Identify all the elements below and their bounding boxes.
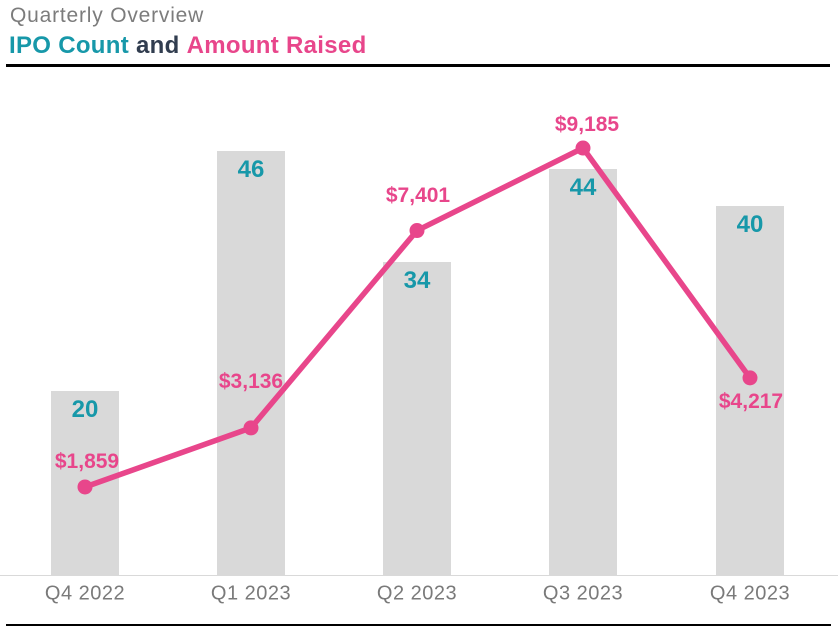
amount-raised-value-label: $4,217: [718, 389, 784, 413]
page-title: Quarterly Overview: [10, 4, 205, 27]
amount-raised-value-label: $7,401: [385, 183, 451, 207]
ipo-count-value-label: 44: [569, 174, 597, 201]
amount-raised-point: [409, 223, 425, 239]
footer-divider-line: [6, 624, 831, 626]
amount-raised-value-label: $3,136: [218, 369, 284, 393]
ipo-count-bar: [383, 261, 451, 576]
ipo-count-bar: [217, 150, 285, 576]
amount-raised-value-label: $1,859: [54, 449, 120, 473]
header-divider-line: [6, 64, 830, 67]
amount-raised-value-label: $9,185: [554, 113, 620, 136]
x-axis-tick-label: Q4 2022: [44, 582, 126, 605]
ipo-count-bar: [549, 169, 617, 576]
ipo-count-value-label: 20: [71, 396, 99, 423]
subtitle-connector: and: [136, 32, 180, 59]
subtitle-amount-raised-label: Amount Raised: [186, 32, 367, 59]
x-axis-tick-label: Q1 2023: [210, 582, 292, 605]
amount-raised-point: [575, 140, 591, 156]
ipo-count-value-label: 40: [736, 211, 764, 238]
x-axis-tick-label: Q4 2023: [709, 582, 791, 605]
ipo-count-value-label: 46: [237, 155, 265, 183]
ipo-count-value-label: 34: [403, 266, 431, 294]
chart-subtitle: IPO Count and Amount Raised: [9, 32, 367, 60]
x-axis-tick-label: Q2 2023: [376, 582, 458, 605]
subtitle-ipo-count-label: IPO Count: [9, 32, 130, 59]
x-axis-tick-label: Q3 2023: [542, 582, 624, 605]
